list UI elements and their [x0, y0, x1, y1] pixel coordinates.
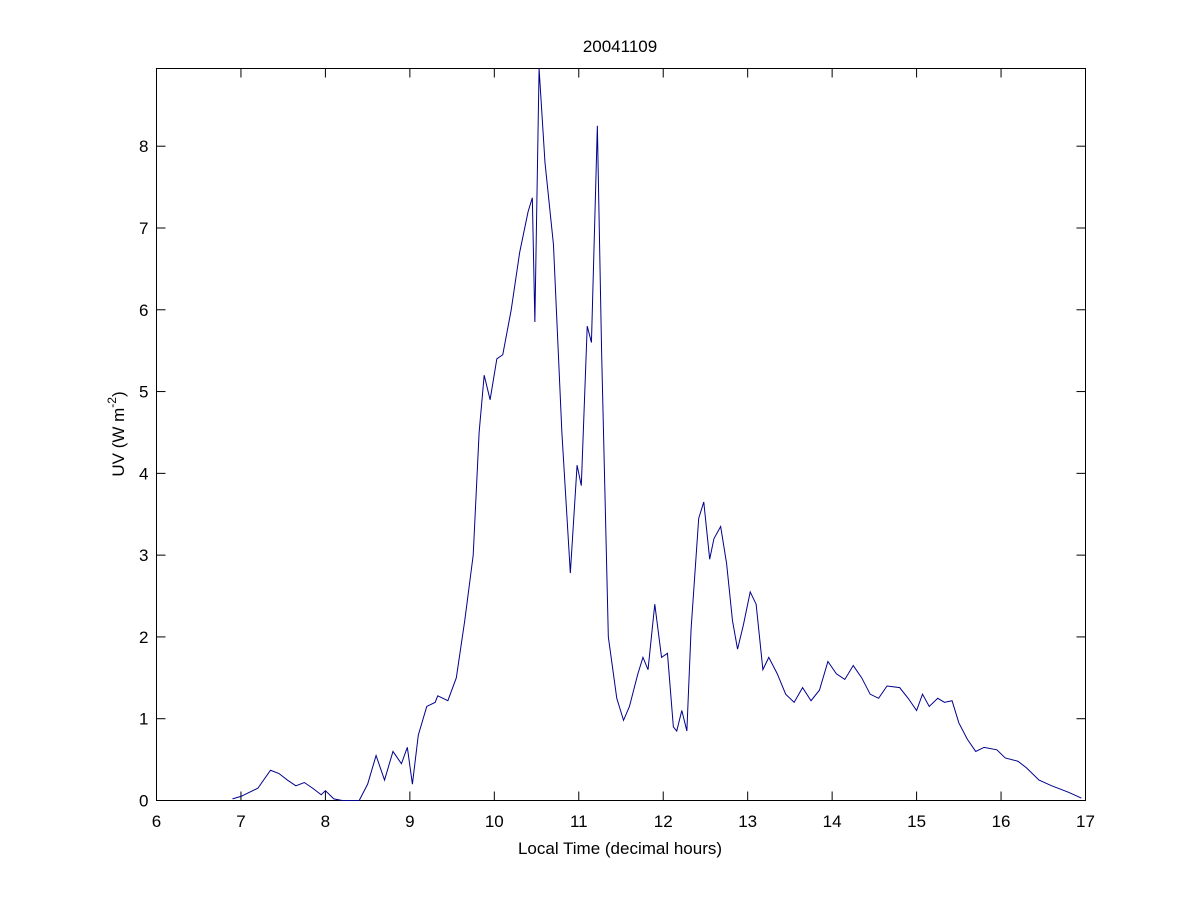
y-tick-label: 1	[139, 710, 148, 729]
x-tick-label: 9	[405, 812, 414, 831]
y-axis-label: UV (W m-2)	[105, 391, 128, 476]
y-label-end: )	[109, 391, 128, 397]
x-tick-label: 13	[738, 812, 757, 831]
y-label-sup: -2	[105, 397, 119, 408]
x-tick-label: 15	[907, 812, 926, 831]
y-tick-label: 3	[139, 546, 148, 565]
x-tick-label: 12	[654, 812, 673, 831]
x-tick-label: 17	[1076, 812, 1095, 831]
y-label-text: UV (W m	[109, 408, 128, 477]
x-tick-label: 10	[485, 812, 504, 831]
x-axis-label: Local Time (decimal hours)	[518, 839, 722, 858]
x-tick-label: 14	[823, 812, 842, 831]
x-tick-label: 16	[992, 812, 1011, 831]
x-tick-label: 6	[152, 812, 161, 831]
y-tick-label: 2	[139, 628, 148, 647]
chart-title: 20041109	[583, 37, 657, 56]
y-tick-label: 5	[139, 383, 148, 402]
data-line	[232, 68, 1082, 801]
plot-frame	[156, 68, 1086, 801]
y-tick-label: 7	[139, 219, 148, 238]
x-tick-label: 11	[570, 812, 588, 831]
y-tick-label: 4	[139, 464, 148, 483]
y-tick-label: 0	[139, 792, 148, 811]
x-tick-label: 7	[236, 812, 245, 831]
y-tick-label: 6	[139, 301, 148, 320]
x-tick-label: 8	[321, 812, 330, 831]
y-tick-label: 8	[139, 137, 148, 156]
